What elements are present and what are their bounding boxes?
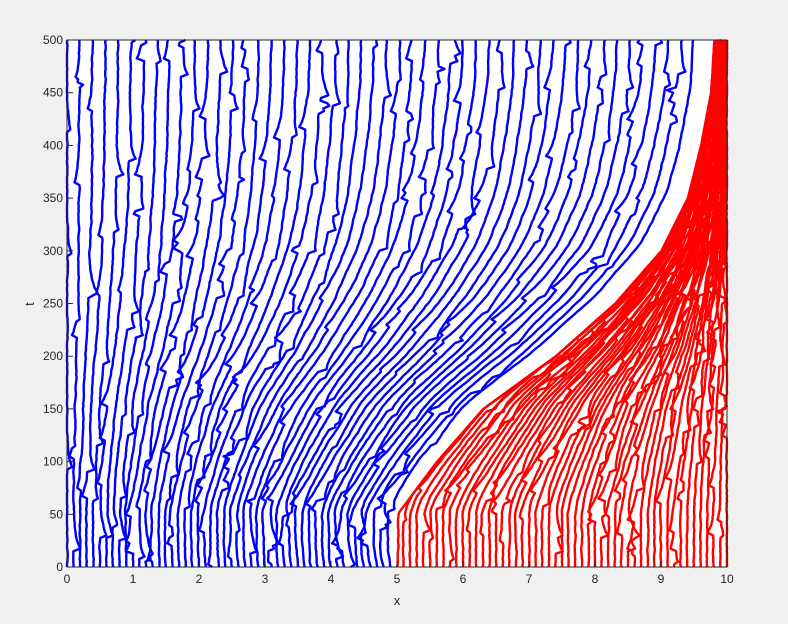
- blue-trajectory: [372, 39, 672, 568]
- x-tick-label: 0: [64, 572, 71, 586]
- blue-trajectory: [376, 39, 687, 568]
- red-trajectory: [547, 39, 724, 568]
- blue-trajectory: [146, 39, 239, 568]
- blue-trajectory: [91, 39, 125, 568]
- x-tick-label: 1: [130, 572, 137, 586]
- x-axis-ticks: 0 1 2 3 4 5 6 7 8 9 10: [64, 561, 734, 586]
- y-tick-label: 100: [43, 455, 63, 469]
- blue-trajectory: [304, 39, 543, 568]
- blue-trajectory: [124, 39, 201, 568]
- y-axis-label: t: [22, 302, 37, 306]
- y-tick-label: 400: [43, 138, 63, 152]
- blue-trajectory: [359, 39, 644, 568]
- x-tick-label: 8: [592, 572, 599, 586]
- y-tick-label: 0: [56, 560, 63, 574]
- blue-trajectory: [274, 39, 478, 568]
- blue-trajectory: [104, 39, 148, 568]
- x-tick-label: 2: [196, 572, 203, 586]
- blue-trajectory: [386, 39, 695, 568]
- y-tick-label: 250: [43, 297, 63, 311]
- x-tick-label: 3: [262, 572, 269, 586]
- blue-trajectory: [277, 39, 491, 568]
- blue-trajectory: [222, 39, 379, 568]
- blue-trajectory: [246, 39, 427, 568]
- x-tick-label: 6: [460, 572, 467, 586]
- blue-trajectory: [157, 39, 251, 568]
- y-axis-ticks: 0 50 100 150 200 250 300 350 400 450 500: [43, 33, 73, 574]
- x-tick-label: 4: [328, 572, 335, 586]
- blue-trajectory: [300, 39, 535, 568]
- blue-trajectory: [81, 39, 107, 568]
- blue-trajectory: [143, 40, 229, 568]
- blue-trajectory: [197, 39, 342, 567]
- y-tick-label: 350: [43, 191, 63, 205]
- blue-trajectory: [346, 39, 635, 568]
- x-tick-label: 7: [526, 572, 533, 586]
- blue-trajectory: [289, 39, 516, 568]
- x-tick-label: 5: [394, 572, 401, 586]
- x-tick-label: 9: [658, 572, 665, 586]
- y-tick-label: 150: [43, 402, 63, 416]
- blue-trajectory: [356, 39, 664, 568]
- blue-trajectory: [95, 39, 137, 568]
- red-trajectory: [654, 39, 726, 568]
- blue-trajectory: [254, 39, 446, 568]
- blue-trajectory: [346, 40, 619, 569]
- blue-trajectory: [260, 39, 462, 568]
- blue-trajectory: [117, 39, 171, 568]
- y-tick-label: 50: [50, 507, 64, 521]
- blue-trajectory: [163, 39, 261, 568]
- y-tick-label: 450: [43, 86, 63, 100]
- y-tick-label: 300: [43, 244, 63, 258]
- blue-trajectory: [326, 39, 581, 568]
- x-axis-label: x: [394, 593, 401, 608]
- blue-trajectory: [235, 39, 402, 568]
- blue-trajectory: [320, 39, 572, 568]
- y-tick-label: 200: [43, 349, 63, 363]
- blue-trajectory: [330, 39, 608, 568]
- blue-trajectory: [110, 39, 162, 568]
- blue-trajectory: [176, 39, 286, 568]
- y-tick-label: 500: [43, 33, 63, 47]
- blue-trajectory: [285, 39, 506, 568]
- blue-trajectory: [215, 39, 363, 567]
- blue-trajectory: [266, 40, 464, 568]
- blue-trajectory: [333, 39, 593, 568]
- x-tick-label: 10: [720, 572, 734, 586]
- blue-trajectory: [226, 39, 393, 568]
- blue-trajectory: [76, 39, 99, 568]
- blue-trajectory: [166, 39, 273, 568]
- blue-trajectory: [123, 38, 189, 568]
- blue-trajectory: [194, 39, 331, 568]
- blue-trajectory: [242, 39, 415, 567]
- blue-trajectory: [183, 39, 299, 568]
- red-trajectory: [560, 39, 722, 568]
- red-trajectory: [534, 38, 720, 568]
- blue-trajectory: [207, 39, 350, 569]
- blue-trajectory: [68, 40, 85, 568]
- blue-trajectory: [135, 40, 211, 568]
- blue-trajectories: [65, 38, 695, 569]
